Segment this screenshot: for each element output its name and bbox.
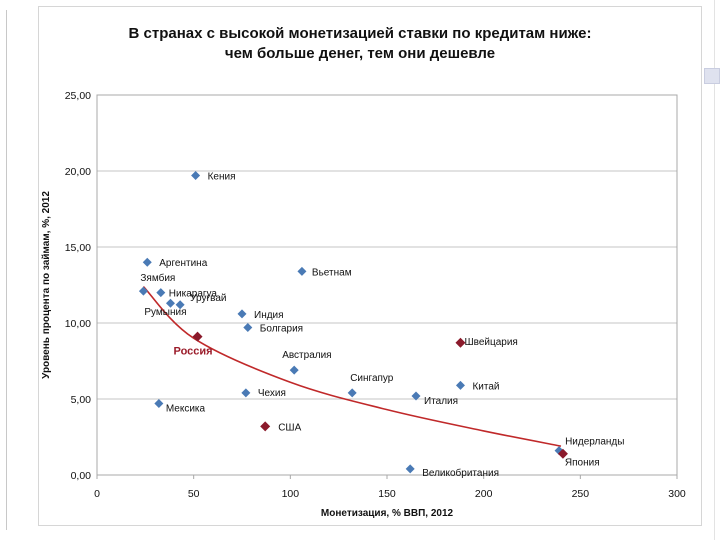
data-label: Италия — [424, 396, 458, 407]
data-label: Никарагуа — [169, 289, 218, 300]
data-point — [241, 388, 251, 398]
x-axis-ticks: 0 50 100 150 200 250 300 — [94, 475, 686, 500]
data-point — [347, 388, 357, 398]
y-axis-title: Уровень процента по займам, %, 2012 — [41, 191, 52, 379]
x-tick-label: 0 — [94, 488, 100, 500]
data-label: Австралия — [282, 350, 331, 361]
data-point — [138, 286, 148, 296]
data-point — [175, 300, 185, 310]
x-axis-title: Монетизация, % ВВП, 2012 — [321, 508, 454, 519]
x-tick-label: 250 — [572, 488, 590, 500]
y-axis-ticks: 0,00 5,00 10,00 15,00 20,00 25,00 — [65, 90, 91, 482]
data-label: Мексика — [166, 404, 206, 415]
data-label: Китай — [472, 381, 499, 392]
data-point — [165, 298, 175, 308]
data-label: Россия — [174, 346, 213, 358]
data-point — [142, 257, 152, 267]
data-label: Чехия — [258, 388, 286, 399]
plot-area-border — [96, 94, 678, 476]
data-label: Индия — [254, 310, 284, 321]
data-point — [455, 337, 466, 348]
data-label: Вьетнам — [312, 267, 352, 278]
data-label: Сингапур — [350, 373, 394, 384]
y-tick-label: 0,00 — [71, 470, 92, 482]
data-point — [156, 288, 166, 298]
data-point — [243, 323, 253, 333]
data-point — [297, 266, 307, 276]
y-tick-label: 25,00 — [65, 90, 91, 102]
data-point — [260, 421, 271, 432]
slide-edge-left — [6, 10, 7, 530]
data-label: Кения — [208, 172, 236, 183]
slide-edge-right — [714, 0, 715, 540]
chart-title: В странах с высокой монетизацией ставки … — [129, 25, 592, 42]
data-point — [237, 309, 247, 319]
chart-subtitle: чем больше денег, тем они дешевле — [225, 45, 495, 62]
y-tick-label: 15,00 — [65, 242, 91, 254]
data-point — [405, 464, 415, 474]
data-point — [557, 448, 568, 459]
data-points — [138, 171, 568, 474]
data-point — [289, 365, 299, 375]
data-label: Аргентина — [159, 258, 207, 269]
data-point — [411, 391, 421, 401]
data-point — [455, 380, 465, 390]
data-label: Япония — [565, 458, 600, 469]
data-point — [154, 399, 164, 409]
data-label: Болгария — [260, 324, 303, 335]
x-tick-label: 200 — [475, 488, 493, 500]
data-label: США — [278, 422, 301, 433]
trend-line — [142, 285, 562, 447]
data-label: Нидерланды — [565, 437, 624, 448]
data-label: Великобритания — [422, 467, 499, 479]
chart-frame — [38, 6, 702, 526]
x-tick-label: 100 — [282, 488, 300, 500]
data-point — [192, 331, 203, 342]
data-point — [191, 171, 201, 181]
y-tick-label: 5,00 — [71, 394, 92, 406]
y-tick-label: 20,00 — [65, 166, 91, 178]
x-tick-label: 150 — [378, 488, 396, 500]
x-tick-label: 300 — [668, 488, 686, 500]
data-label: Румыния — [144, 307, 186, 318]
data-label: Швейцария — [464, 337, 517, 348]
data-label: Уругвай — [190, 293, 226, 304]
data-label: Зямбия — [140, 272, 175, 284]
y-tick-label: 10,00 — [65, 318, 91, 330]
x-tick-label: 50 — [188, 488, 200, 500]
